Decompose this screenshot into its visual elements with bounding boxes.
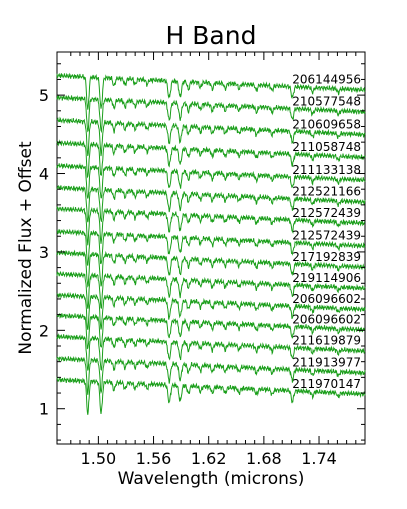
series-label: 206144956 xyxy=(292,73,361,87)
spectrum-line xyxy=(56,184,366,223)
spectrum-line xyxy=(56,312,366,350)
spectrum-line xyxy=(56,356,366,395)
spectrum-line xyxy=(56,162,366,199)
spectrum-line xyxy=(56,249,366,288)
x-axis-label: Wavelength (microns) xyxy=(118,469,305,489)
series-label: 206096602 xyxy=(292,292,361,306)
y-tick-label: 4 xyxy=(39,165,49,184)
x-axis-ticks: 1.50 1.56 1.62 1.68 1.74 xyxy=(70,52,357,468)
series-label: 211970147 xyxy=(292,377,361,391)
series-label: 212572439 xyxy=(292,229,361,243)
chart-title: H Band xyxy=(166,21,257,50)
spectrum-line xyxy=(56,116,366,157)
series-label: 210609658 xyxy=(292,117,361,131)
x-tick-label: 1.50 xyxy=(81,449,117,468)
plot-frame xyxy=(56,51,366,445)
y-axis-ticks: 1 2 3 4 5 xyxy=(39,63,365,441)
spectrum-line xyxy=(56,333,366,371)
series-label: 219114906 xyxy=(292,271,361,285)
x-tick-label: 1.56 xyxy=(136,449,172,468)
spectrum-line xyxy=(56,270,366,309)
series-label: 217192839 xyxy=(292,250,361,264)
spectrum-line xyxy=(56,291,366,330)
y-axis-label: Normalized Flux + Offset xyxy=(16,141,36,355)
series-group: 206144956 210577548 210609658 211058748 2111… xyxy=(56,72,366,415)
y-tick-label: 3 xyxy=(39,243,49,262)
spectrum-line xyxy=(56,376,366,415)
y-tick-label: 5 xyxy=(39,86,49,105)
series-label: 212572439 xyxy=(292,206,361,220)
series-label: 211058748 xyxy=(292,140,361,154)
series-label: 211913977 xyxy=(292,356,361,370)
series-label: 206096602 xyxy=(292,312,361,326)
series-label: 211619879 xyxy=(292,334,361,348)
x-tick-label: 1.74 xyxy=(301,449,337,468)
series-label: 212521166 xyxy=(292,185,361,199)
y-tick-label: 2 xyxy=(39,321,49,340)
y-tick-label: 1 xyxy=(39,400,49,419)
spectrum-line xyxy=(56,72,366,110)
series-label: 210577548 xyxy=(292,95,361,109)
series-label: 211133138 xyxy=(292,163,361,177)
spectrum-line xyxy=(56,228,366,266)
x-tick-label: 1.62 xyxy=(191,449,227,468)
spectrum-line xyxy=(56,139,366,179)
x-tick-label: 1.68 xyxy=(246,449,282,468)
spectrum-line xyxy=(56,94,366,134)
spectrum-line xyxy=(56,206,366,246)
